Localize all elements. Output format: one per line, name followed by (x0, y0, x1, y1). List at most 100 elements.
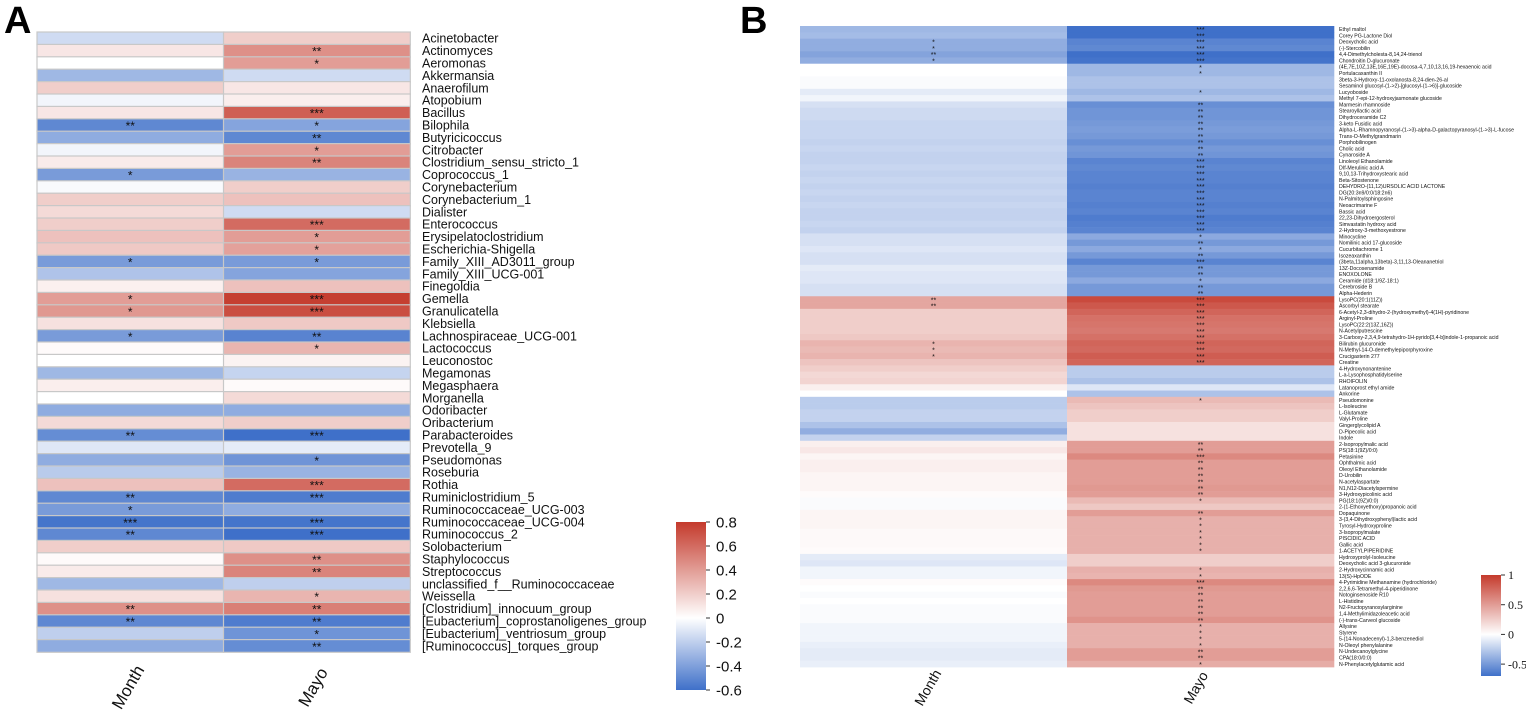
heatmap-b-cell (1067, 591, 1335, 599)
heatmap-b-cell (800, 478, 1068, 486)
heatmap-b-cell (1067, 541, 1335, 548)
heatmap-b-cell (1067, 616, 1335, 624)
significance-stars: *** (1196, 222, 1204, 229)
heatmap-b-cell (800, 415, 1068, 423)
heatmap-b-cell (1067, 528, 1335, 536)
significance-stars: ** (1198, 241, 1204, 248)
row-label: Valyl-Proline (1339, 417, 1368, 423)
heatmap-b-cell (1067, 516, 1335, 523)
significance-stars: *** (1196, 178, 1204, 185)
significance-stars: * (1199, 278, 1202, 285)
row-label: L-Histidine (1339, 599, 1364, 605)
heatmap-b-cell (1067, 302, 1335, 310)
heatmap-b-cell (1067, 289, 1335, 297)
heatmap-b-cell (1067, 566, 1335, 574)
significance-stars: ** (1198, 656, 1204, 663)
heatmap-b-cell (800, 245, 1068, 253)
heatmap-b-cell (1067, 415, 1335, 423)
heatmap-a-cell (36, 552, 225, 567)
heatmap-b-cell (1067, 465, 1335, 473)
row-label: Enterococcus (422, 218, 498, 232)
row-label: Oleoyl Ethanolamide (1339, 467, 1387, 473)
significance-stars: * (1199, 549, 1202, 556)
row-label: Allysine (1339, 624, 1357, 630)
heatmap-a-cell (36, 564, 225, 579)
heatmap-b-cell (1067, 170, 1335, 178)
significance-stars: *** (310, 293, 324, 307)
heatmap-b-cell (800, 264, 1068, 272)
row-label: Bilophila (422, 119, 469, 133)
row-label: Family_XIII_AD3011_group (422, 255, 575, 269)
significance-stars: *** (1196, 354, 1204, 361)
significance-stars: ** (1198, 272, 1204, 279)
row-label: DG(20:3n9/0:0/18:2n6) (1339, 190, 1392, 196)
heatmap-b-cell (1067, 585, 1335, 592)
heatmap-b-cell (800, 252, 1068, 259)
heatmap-b-cell (800, 315, 1068, 322)
significance-stars: * (1199, 517, 1202, 524)
heatmap-b-cell (1067, 233, 1335, 240)
heatmap-b-cell (1067, 572, 1335, 580)
significance-stars: ** (312, 156, 322, 170)
row-label: Ruminiclostridium_5 (422, 491, 535, 505)
heatmap-b-cell (1067, 214, 1335, 222)
row-label: Rothia (422, 478, 458, 492)
significance-stars: ** (312, 45, 322, 59)
heatmap-b-cell (1067, 623, 1335, 630)
row-label: Lachnospiraceae_UCG-001 (422, 329, 577, 343)
significance-stars: *** (1196, 454, 1204, 461)
significance-stars: ** (1198, 442, 1204, 449)
row-label: 1-ACETYLPIPERIDINE (1339, 549, 1394, 555)
heatmap-b-cell (800, 296, 1068, 303)
significance-stars: ** (1198, 511, 1204, 518)
heatmap-a-cell (222, 80, 411, 95)
colorbar-tick-label: -0.2 (716, 634, 742, 651)
heatmap-b-cell (800, 472, 1068, 479)
significance-stars: *** (1196, 228, 1204, 235)
row-label: Gallic acid (1339, 542, 1363, 548)
row-label: 2-Isopropylmalic acid (1339, 442, 1388, 448)
heatmap-b-cell (800, 227, 1068, 234)
row-label: Cholic acid (1339, 146, 1364, 152)
row-label: Styrene (1339, 630, 1357, 636)
significance-stars: * (128, 503, 133, 517)
heatmap-b-cell (1067, 308, 1335, 316)
row-label: DEHYDRO-(11,12)URSOLIC ACID LACTONE (1339, 184, 1446, 190)
significance-stars: * (932, 341, 935, 348)
significance-stars: * (128, 330, 133, 344)
heatmap-b-cell (800, 208, 1068, 215)
row-label: Nomilinic acid 17-glucoside (1339, 241, 1402, 247)
significance-stars: ** (1198, 115, 1204, 122)
significance-stars: ** (1198, 649, 1204, 656)
heatmap-b-cell (800, 26, 1068, 33)
heatmap-b-cell (800, 616, 1068, 624)
row-label: Trans-O-Methylgrandmarin (1339, 134, 1401, 140)
row-label: [Clostridium]_innocuum_group (422, 602, 592, 616)
heatmap-b-cell (1067, 629, 1335, 636)
heatmap-b-cell (800, 623, 1068, 630)
heatmap-b-cell (1067, 107, 1335, 115)
colorbar-tick-label: 0.5 (1508, 598, 1523, 612)
heatmap-b-cell (800, 629, 1068, 636)
row-label: [Ruminococcus]_torques_group (422, 639, 599, 653)
heatmap-b-cell (800, 302, 1068, 310)
heatmap-a-cell (222, 366, 411, 381)
row-label: Morganella (422, 391, 484, 405)
significance-stars: ** (1198, 618, 1204, 625)
row-label: Latanoprost ethyl amide (1339, 385, 1394, 391)
significance-stars: ** (312, 131, 322, 145)
heatmap-b-cell (1067, 604, 1335, 611)
row-label: LysoPC(20:1(11Z)) (1339, 297, 1383, 303)
heatmap-b-cell (1067, 491, 1335, 498)
significance-stars: * (1199, 637, 1202, 644)
heatmap-a-cell (222, 279, 411, 294)
heatmap-a-cell (222, 267, 411, 281)
row-label: Crucigasterin 277 (1339, 354, 1380, 360)
heatmap-b-cell (1067, 321, 1335, 328)
heatmap-b-cell (800, 365, 1068, 372)
heatmap-b-cell (800, 440, 1068, 448)
significance-stars: *** (310, 516, 324, 530)
heatmap-a-cell (36, 477, 225, 492)
heatmap-b-cell (800, 145, 1068, 152)
colorbar-a (676, 522, 706, 690)
